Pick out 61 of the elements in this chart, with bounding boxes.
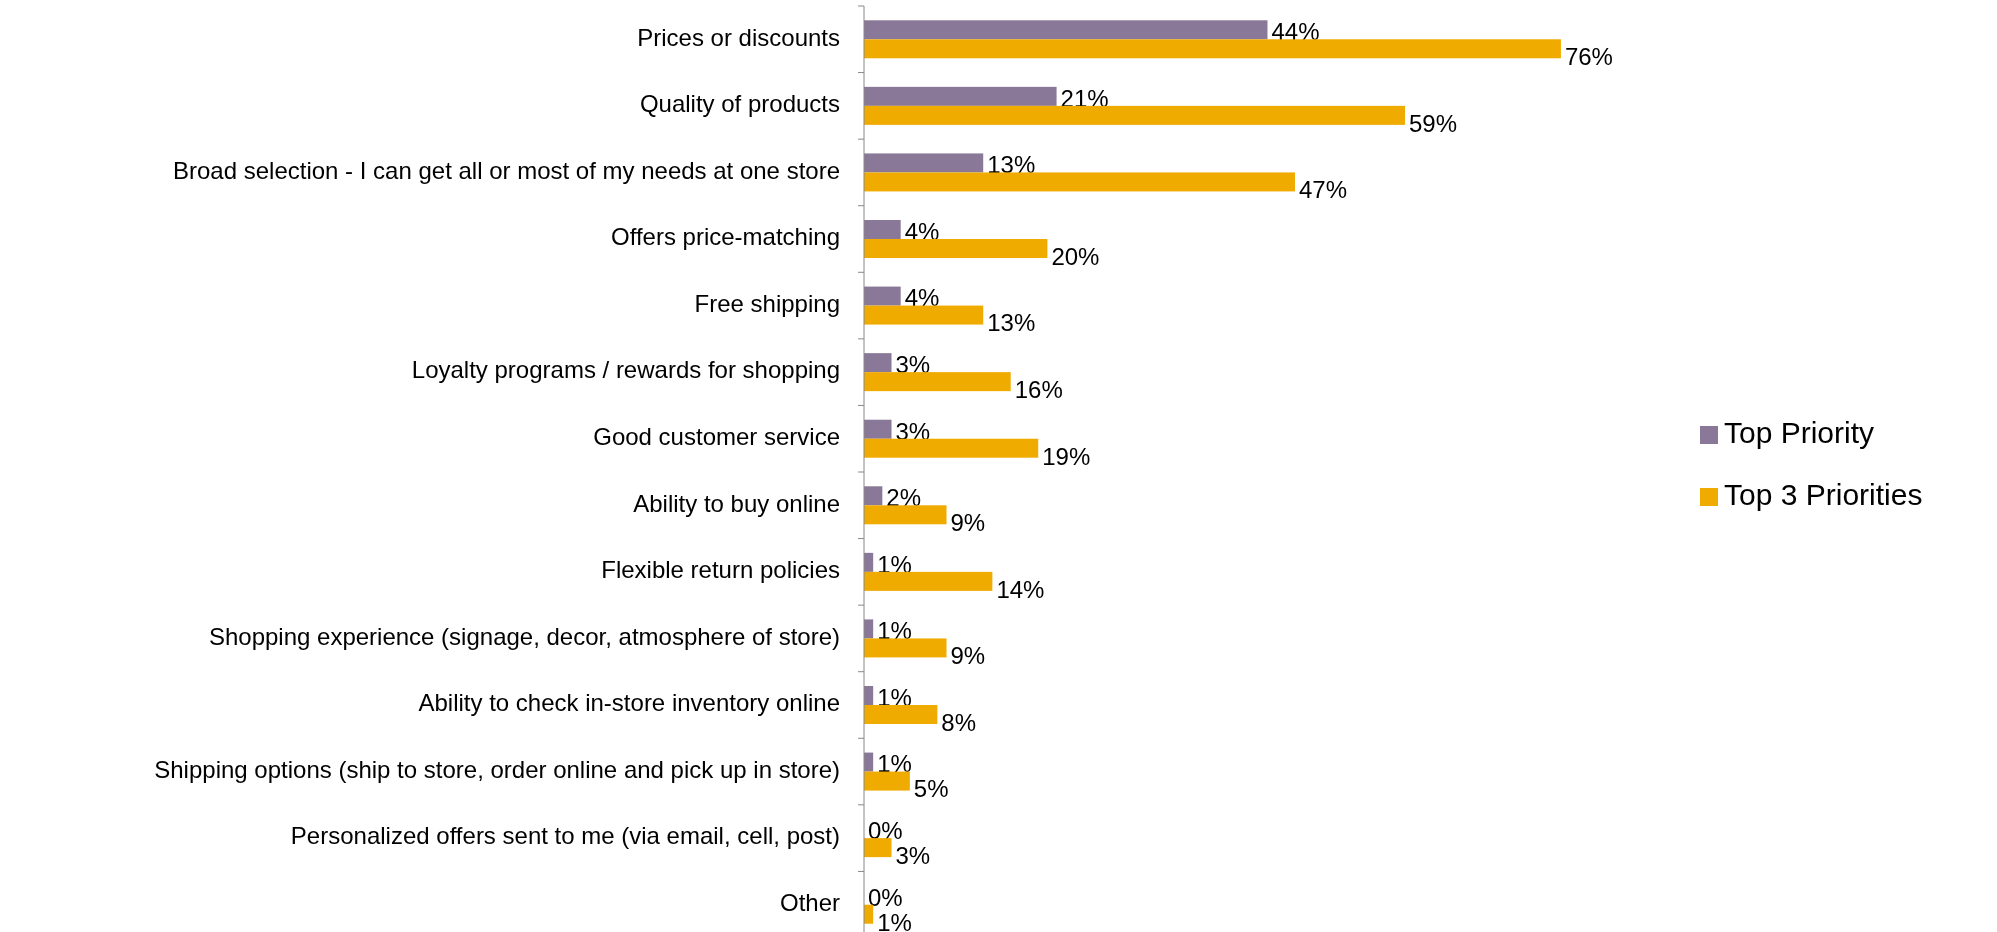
data-label: 9% — [950, 642, 986, 670]
bar — [864, 305, 984, 325]
data-label: 5% — [913, 775, 949, 803]
data-label: 44% — [1271, 18, 1320, 46]
data-label: 13% — [987, 309, 1036, 337]
data-label: 19% — [1042, 442, 1091, 470]
legend-label: Top 3 Priorities — [1724, 477, 1923, 511]
data-label: 4% — [904, 284, 940, 312]
bar — [864, 638, 947, 658]
y-tick-label: Offers price-matching — [611, 223, 840, 251]
y-tick-label: Personalized offers sent to me (via email, cell, post) — [290, 822, 840, 850]
data-label: 4% — [904, 217, 940, 245]
data-label: 9% — [950, 509, 986, 537]
bar — [864, 105, 1406, 125]
data-label: 47% — [1298, 176, 1348, 204]
bar — [864, 39, 1561, 59]
y-tick-label: Broad selection - I can get all or most of my needs at one store — [172, 156, 840, 184]
data-label: 14% — [996, 575, 1045, 603]
bar — [864, 239, 1048, 258]
y-tick-label: Prices or discounts — [637, 23, 840, 51]
bar — [864, 153, 984, 173]
y-tick-label: Loyalty programs / rewards for shopping — [411, 356, 840, 384]
y-tick-label: Free shipping — [694, 289, 840, 317]
y-tick-label: Shopping experience (signage, decor, atmosphere of store) — [208, 622, 840, 650]
data-label: 3% — [895, 350, 931, 378]
bar — [864, 771, 910, 791]
bar — [864, 419, 892, 439]
data-label: 1% — [877, 617, 912, 645]
legend-label: Top Priority — [1724, 415, 1875, 449]
y-tick-label: Other — [779, 889, 840, 917]
data-label: 0% — [868, 816, 903, 844]
data-label: 1% — [877, 750, 912, 778]
bar — [864, 353, 892, 373]
bar — [864, 86, 1057, 106]
y-tick-label: Ability to check in-store inventory online — [418, 689, 840, 717]
bar — [864, 505, 947, 525]
bar — [864, 172, 1295, 192]
bar — [864, 571, 993, 591]
bar — [864, 220, 901, 239]
bar — [864, 20, 1268, 40]
y-tick-label: Quality of products — [639, 90, 840, 118]
bar — [864, 838, 892, 858]
data-label: 3% — [895, 841, 931, 869]
bar — [864, 705, 938, 724]
y-tick-label: Flexible return policies — [601, 556, 840, 584]
y-tick-label: Shipping options (ship to store, order online and pick up in store) — [154, 755, 840, 783]
data-label: 1% — [877, 908, 912, 932]
data-label: 16% — [1014, 375, 1063, 403]
bar — [864, 372, 1011, 392]
data-label: 76% — [1564, 43, 1613, 71]
data-label: 0% — [868, 883, 903, 911]
data-label: 59% — [1409, 109, 1458, 137]
y-tick-label: Good customer service — [593, 423, 840, 451]
data-label: 13% — [987, 151, 1036, 179]
bar — [864, 438, 1039, 458]
bar — [864, 486, 883, 506]
data-label: 20% — [1051, 242, 1100, 270]
data-label: 2% — [886, 484, 922, 512]
data-label: 8% — [941, 708, 977, 736]
y-tick-label: Ability to buy online — [633, 489, 840, 517]
bar — [864, 286, 901, 306]
